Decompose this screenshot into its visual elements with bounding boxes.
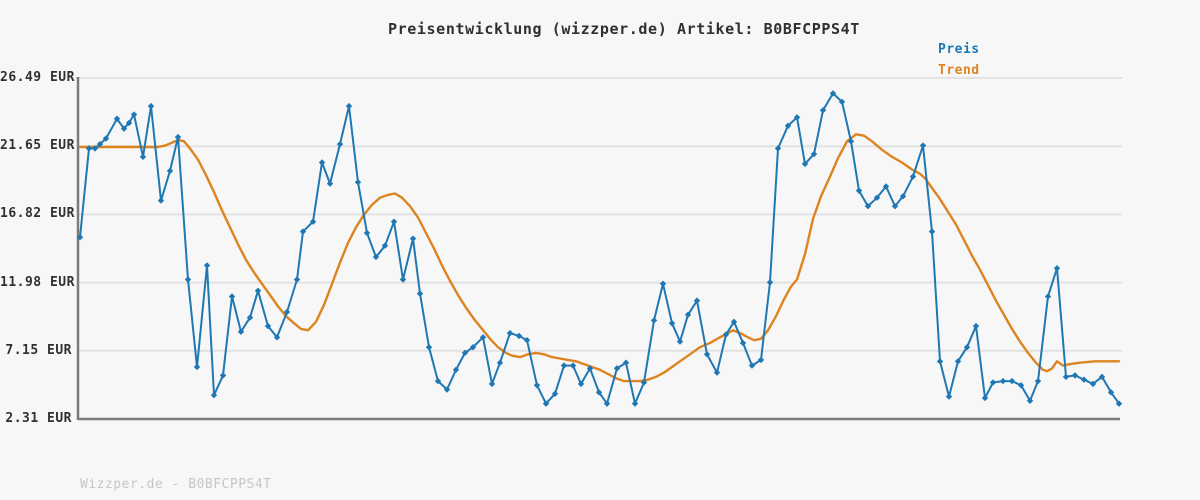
y-axis-tick-label: 7.15 EUR [5, 342, 72, 358]
trend-line [78, 133, 1121, 383]
watermark-text: Wizzper.de - B0BFCPPS4T [80, 477, 272, 492]
chart-legend: Preis Trend [938, 39, 980, 81]
y-axis-tick-label: 26.49 EUR [0, 70, 75, 85]
y-axis-tick-label: 11.98 EUR [0, 274, 75, 290]
preis-markers [76, 90, 1123, 407]
y-axis-tick-label: 2.31 EUR [5, 411, 72, 426]
chart-title: Preisentwicklung (wizzper.de) Artikel: B… [388, 20, 860, 38]
y-axis-tick-label: 21.65 EUR [0, 138, 75, 154]
preis-line [79, 92, 1120, 405]
legend-item-trend: Trend [938, 63, 980, 78]
legend-item-preis: Preis [938, 42, 980, 57]
y-axis-tick-label: 16.82 EUR [0, 206, 75, 222]
